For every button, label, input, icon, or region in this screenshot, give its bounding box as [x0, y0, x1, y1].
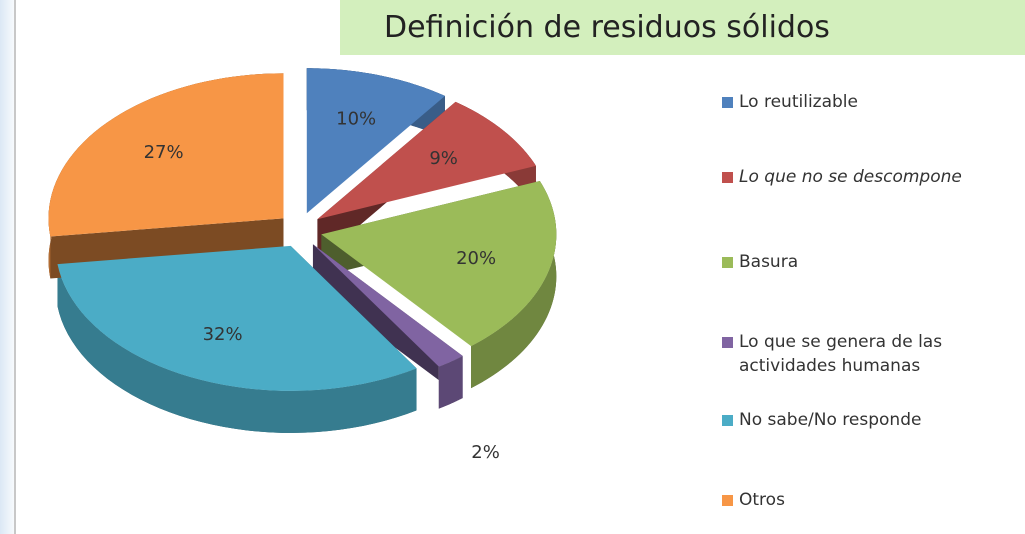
- legend-label: Otros: [739, 490, 785, 510]
- legend-item: Lo que no se descompone: [722, 165, 962, 189]
- legend-item: Lo que se genera de las actividades huma…: [722, 330, 962, 378]
- slice-wall: [57, 264, 417, 433]
- legend-label: No sabe/No responde: [739, 410, 922, 430]
- legend-item: Otros: [722, 488, 962, 512]
- data-label: 20%: [456, 248, 496, 269]
- slice: [321, 180, 557, 347]
- legend-swatch: [722, 172, 733, 183]
- slice: [317, 101, 536, 220]
- legend-item: No sabe/No responde: [722, 408, 962, 432]
- data-label: 10%: [336, 108, 376, 129]
- data-label: 2%: [471, 442, 500, 463]
- data-label: 27%: [144, 142, 184, 163]
- legend-item: Basura: [722, 250, 962, 274]
- legend-swatch: [722, 415, 733, 426]
- legend-swatch: [722, 337, 733, 348]
- slice-wall: [471, 180, 557, 389]
- data-label: 32%: [203, 324, 243, 345]
- legend-swatch: [722, 97, 733, 108]
- slice-side: [312, 244, 463, 409]
- slice-wall: [438, 355, 463, 409]
- legend-swatch: [722, 257, 733, 268]
- legend-item: Lo reutilizable: [722, 90, 962, 114]
- slice: [306, 68, 445, 214]
- legend-label: Lo reutilizable: [739, 92, 858, 112]
- legend-label: Lo que se genera de las actividades huma…: [739, 332, 943, 376]
- legend-label: Basura: [739, 252, 799, 272]
- legend-label: Lo que no se descompone: [739, 167, 962, 187]
- slice: [57, 245, 417, 391]
- chart-title: Definición de residuos sólidos: [340, 0, 1025, 55]
- legend-swatch: [722, 495, 733, 506]
- data-label: 9%: [429, 148, 458, 169]
- slice: [48, 73, 284, 237]
- slice: [312, 244, 463, 367]
